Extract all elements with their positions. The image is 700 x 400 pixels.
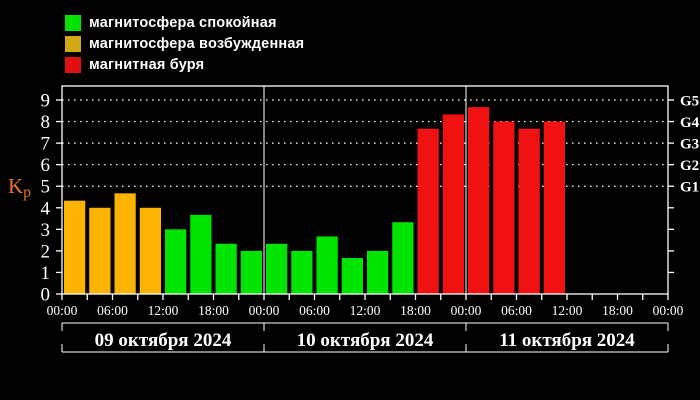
kp-bar <box>316 236 338 294</box>
time-tick-label: 06:00 <box>97 303 128 318</box>
kp-bar <box>291 250 313 294</box>
kp-bar <box>468 107 490 294</box>
kp-bar <box>417 128 439 294</box>
y-tick-label: 6 <box>41 155 51 176</box>
kp-bar <box>442 114 464 294</box>
legend-item-excited: магнитосфера возбужденная <box>65 36 304 52</box>
legend-item-storm: магнитная буря <box>65 57 304 73</box>
time-tick-label: 00:00 <box>451 303 482 318</box>
kp-bar <box>89 207 111 294</box>
y-tick-label: 5 <box>41 177 51 198</box>
time-tick-label: 06:00 <box>501 303 532 318</box>
kp-bar <box>543 121 565 294</box>
time-tick-label: 00:00 <box>47 303 78 318</box>
g-scale-label: G1 <box>680 180 699 196</box>
y-tick-label: 3 <box>41 220 51 241</box>
y-tick-label: 8 <box>41 112 51 133</box>
kp-bar <box>240 250 262 294</box>
y-tick-label: 7 <box>41 134 51 155</box>
kp-bar <box>266 243 288 294</box>
y-tick-label: 9 <box>41 91 51 112</box>
legend-label-calm: магнитосфера спокойная <box>89 15 277 31</box>
legend-label-excited: магнитосфера возбужденная <box>89 36 305 52</box>
y-tick-label: 2 <box>41 241 51 262</box>
kp-bar <box>493 121 515 294</box>
time-tick-label: 00:00 <box>249 303 280 318</box>
date-label: 09 октября 2024 <box>95 330 232 351</box>
y-tick-label: 4 <box>41 198 51 219</box>
kp-bar <box>64 200 86 294</box>
time-tick-label: 00:00 <box>653 303 684 318</box>
legend-label-storm: магнитная буря <box>89 57 205 73</box>
time-tick-label: 06:00 <box>299 303 330 318</box>
legend-swatch-storm-icon <box>65 57 81 73</box>
time-tick-label: 12:00 <box>148 303 179 318</box>
kp-bar <box>190 214 212 294</box>
legend-swatch-excited-icon <box>65 36 81 52</box>
kp-bar <box>341 258 363 294</box>
time-tick-label: 18:00 <box>198 303 229 318</box>
g-scale-label: G5 <box>680 94 699 110</box>
legend: магнитосфера спокойная магнитосфера возб… <box>65 15 304 73</box>
g-scale-label: G2 <box>680 158 699 174</box>
date-label: 11 октября 2024 <box>499 330 635 351</box>
kp-bar <box>165 229 187 294</box>
kp-bar <box>518 128 540 294</box>
y-tick-label: 0 <box>41 285 51 306</box>
legend-swatch-calm-icon <box>65 15 81 31</box>
time-tick-label: 12:00 <box>350 303 381 318</box>
kp-bar <box>139 207 161 294</box>
kp-bar <box>114 193 136 294</box>
time-tick-label: 18:00 <box>602 303 633 318</box>
time-tick-label: 18:00 <box>400 303 431 318</box>
legend-item-calm: магнитосфера спокойная <box>65 15 304 31</box>
y-axis-title-kp: Kp <box>8 174 31 201</box>
y-tick-label: 1 <box>41 263 51 284</box>
kp-bar <box>392 222 414 294</box>
g-scale-label: G3 <box>680 137 699 153</box>
kp-bar <box>367 250 389 294</box>
g-scale-label: G4 <box>680 115 700 131</box>
date-label: 10 октября 2024 <box>297 330 434 351</box>
kp-bar <box>215 243 237 294</box>
time-tick-label: 12:00 <box>552 303 583 318</box>
